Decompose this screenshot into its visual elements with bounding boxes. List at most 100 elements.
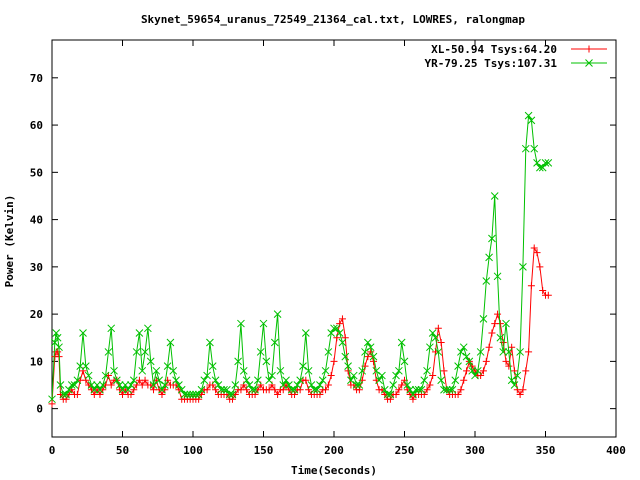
series-point: [494, 310, 502, 318]
series-point: [55, 343, 63, 352]
series-point: [411, 385, 420, 394]
series-point: [513, 371, 522, 380]
series-point: [327, 372, 335, 380]
series-point: [378, 371, 386, 380]
series-point: [98, 381, 107, 389]
series-point: [270, 338, 279, 347]
series-point: [79, 329, 87, 337]
series-point: [124, 385, 132, 394]
series-point: [302, 376, 310, 384]
series-point: [290, 385, 299, 394]
series-layer: [48, 111, 553, 408]
series-point: [65, 385, 73, 394]
series-point: [239, 366, 248, 375]
series-point: [369, 352, 378, 361]
series-point: [304, 366, 313, 375]
series-point: [533, 159, 541, 167]
series-point: [203, 371, 211, 380]
legend-item: XL-50.94 Tsys:64.20: [431, 43, 607, 56]
y-axis-label: Power (Kelvin): [3, 195, 16, 288]
series-point: [426, 381, 434, 389]
series-point: [251, 385, 259, 394]
series-point: [158, 390, 166, 398]
series-point: [84, 371, 93, 380]
series-point: [440, 367, 448, 375]
series-point: [527, 116, 536, 125]
series-point: [228, 390, 237, 399]
series-point: [166, 338, 175, 347]
series-point: [301, 329, 310, 337]
series-point: [457, 386, 465, 394]
series-point: [322, 386, 330, 394]
series-point: [206, 338, 214, 347]
series-point: [200, 376, 209, 385]
series-point: [485, 253, 493, 262]
series-point: [516, 390, 524, 398]
series-point: [220, 385, 228, 394]
series-point: [73, 390, 81, 398]
series-point: [115, 381, 124, 389]
series-point: [90, 385, 99, 394]
y-tick-label: 50: [30, 166, 43, 179]
series-point: [118, 385, 127, 394]
series-point: [409, 390, 417, 399]
series-point: [431, 333, 440, 342]
x-tick-label: 250: [395, 444, 415, 457]
series-point: [96, 385, 104, 394]
series-point: [363, 338, 372, 347]
series-point: [76, 362, 85, 370]
series-point: [488, 234, 496, 243]
series-point: [347, 376, 355, 385]
series-point: [544, 291, 552, 299]
series-point: [316, 381, 324, 389]
series-point: [53, 333, 62, 342]
y-tick-label: 60: [30, 119, 43, 132]
series-1: [48, 244, 552, 408]
series-point: [465, 357, 474, 366]
series-point: [493, 272, 502, 281]
series-point: [462, 352, 471, 361]
series-point: [504, 348, 513, 356]
y-tick-label: 30: [30, 261, 43, 274]
series-point: [417, 385, 426, 394]
series-point: [248, 385, 257, 394]
series-point: [282, 376, 290, 385]
series-point: [397, 338, 406, 347]
series-point: [214, 381, 223, 389]
series-point: [361, 348, 369, 356]
series-point: [104, 348, 113, 356]
series-point: [414, 385, 423, 394]
series-point: [423, 386, 431, 394]
series-point: [293, 381, 302, 389]
axes: 0 50 100 150 200 250 300 350 400 0 10 20 30 40 50 60 70: [30, 40, 626, 457]
series-point: [285, 381, 293, 389]
series-point: [434, 324, 442, 332]
series-point: [321, 366, 330, 375]
series-point: [237, 319, 245, 328]
series-point: [479, 314, 488, 323]
series-point: [59, 390, 68, 399]
series-point: [335, 329, 344, 337]
series-point: [330, 357, 338, 365]
y-tick-label: 10: [30, 355, 43, 368]
series-point: [186, 390, 195, 399]
series-point: [499, 348, 508, 356]
series-point: [536, 163, 544, 172]
series-point: [158, 385, 166, 394]
series-point: [527, 282, 535, 290]
series-point: [395, 366, 403, 375]
series-point: [327, 329, 336, 337]
series-point: [541, 159, 550, 167]
series-point: [197, 385, 206, 394]
series-line: [51, 114, 549, 400]
series-point: [428, 329, 437, 337]
series-point: [256, 348, 265, 356]
series-point: [392, 371, 400, 380]
series-point: [344, 362, 352, 370]
series-point: [310, 385, 319, 394]
series-point: [460, 376, 468, 384]
series-point: [296, 376, 305, 385]
series-point: [358, 366, 367, 375]
series-point: [189, 390, 197, 399]
series-point: [521, 144, 530, 153]
